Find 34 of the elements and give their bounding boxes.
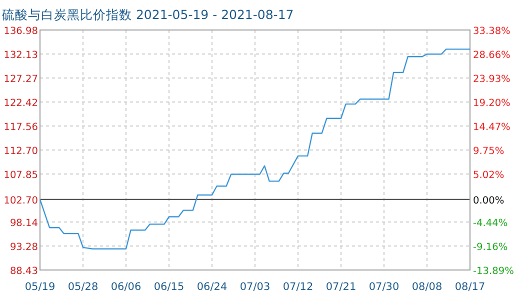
y2-tick-label: 9.75%	[473, 146, 504, 157]
y-tick-label: 88.43	[10, 266, 38, 277]
chart-title: 硫酸与白炭黑比价指数 2021-05-19 - 2021-08-17	[2, 7, 294, 22]
y2-tick-label: -4.44%	[473, 218, 508, 230]
y2-tick-label: 23.93%	[473, 74, 510, 85]
y2-tick-label: 0.00%	[473, 195, 504, 206]
y2-tick-label: 19.20%	[473, 98, 510, 109]
y-tick-label: 107.85	[4, 170, 38, 181]
y-tick-label: 117.56	[4, 122, 38, 133]
y2-tick-label: -9.16%	[473, 242, 508, 253]
x-tick-label: 05/19	[24, 281, 56, 293]
y2-tick-label: 5.02%	[473, 170, 504, 181]
y2-tick-label: 14.47%	[473, 122, 510, 134]
x-tick-label: 05/28	[68, 281, 98, 293]
x-tick-label: 07/30	[368, 281, 400, 293]
y2-tick-label: -13.89%	[473, 266, 514, 277]
y-tick-label: 136.98	[4, 26, 38, 37]
y-tick-label: 112.70	[4, 146, 38, 158]
y-tick-label: 122.42	[4, 98, 38, 109]
x-tick-label: 06/06	[110, 281, 142, 293]
y-tick-label: 102.70	[4, 195, 38, 206]
x-tick-label: 07/21	[326, 281, 356, 293]
y-tick-label: 132.13	[4, 50, 38, 61]
x-tick-label: 06/24	[196, 281, 228, 293]
x-tick-label: 07/12	[282, 281, 314, 293]
x-tick-label: 08/08	[412, 281, 442, 293]
x-tick-label: 07/03	[240, 281, 270, 293]
y-tick-label: 127.27	[4, 74, 38, 85]
y-tick-label: 98.14	[10, 218, 38, 229]
y2-tick-label: 28.66%	[473, 50, 510, 61]
x-tick-label: 08/17	[454, 281, 486, 293]
y-tick-label: 93.28	[10, 242, 38, 254]
y2-tick-label: 33.38%	[473, 26, 510, 37]
x-tick-label: 06/15	[154, 281, 184, 293]
